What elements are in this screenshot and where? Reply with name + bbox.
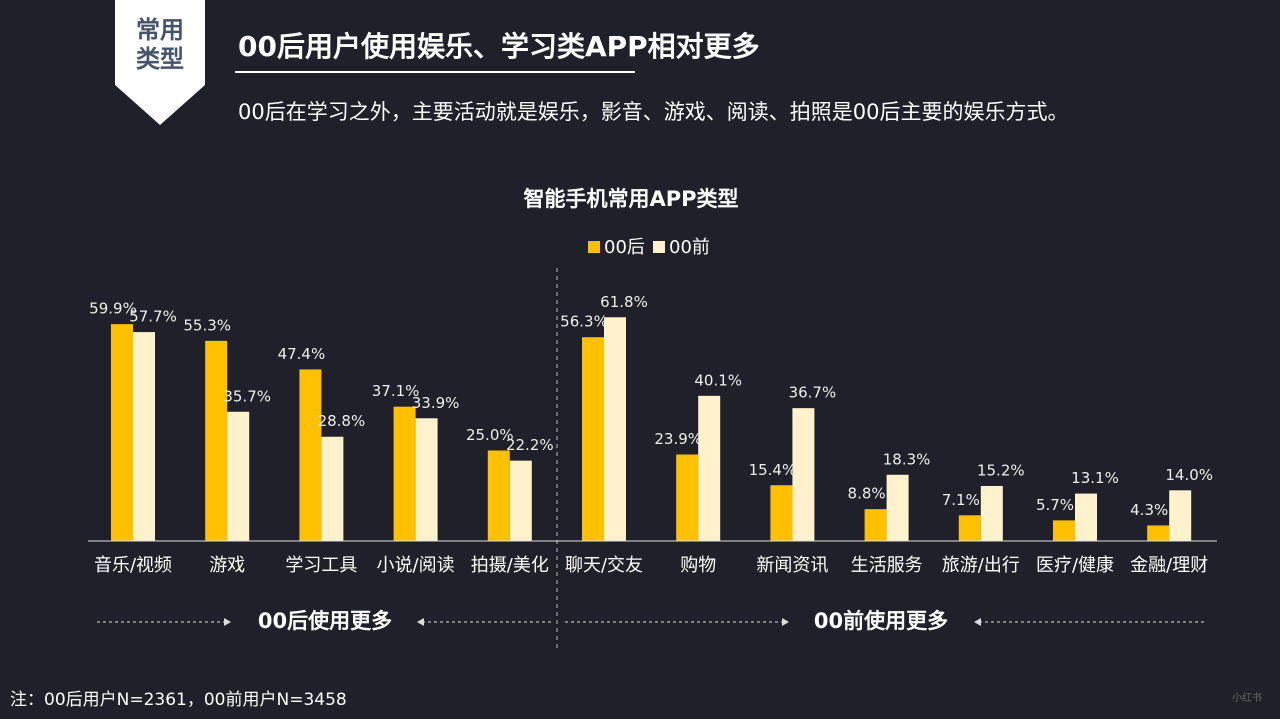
value-label: 57.7% <box>129 308 177 326</box>
bar <box>698 395 721 541</box>
x-tick-label: 音乐/视频 <box>94 555 172 576</box>
chart-title: 智能手机常用APP类型 <box>523 187 738 211</box>
x-tick-label: 旅游/出行 <box>942 555 1020 576</box>
value-label: 40.1% <box>694 371 742 389</box>
value-label: 59.9% <box>89 300 137 318</box>
arrowhead <box>974 618 981 626</box>
bar <box>676 454 699 541</box>
legend-swatch <box>653 241 665 253</box>
bar <box>770 485 793 541</box>
value-label: 37.1% <box>372 382 420 400</box>
value-label: 47.4% <box>278 345 326 363</box>
bar <box>509 460 532 541</box>
x-tick-label: 金融/理财 <box>1130 555 1208 576</box>
x-tick-label: 学习工具 <box>285 555 357 576</box>
x-tick-label: 游戏 <box>209 555 245 576</box>
x-tick-label: 小说/阅读 <box>377 555 455 576</box>
x-tick-label: 聊天/交友 <box>565 555 643 576</box>
value-label: 4.3% <box>1130 501 1168 519</box>
bar <box>958 515 981 541</box>
x-tick-label: 生活服务 <box>851 555 923 576</box>
arrowhead <box>224 618 231 626</box>
bar <box>111 324 133 541</box>
x-tick-label: 新闻资讯 <box>756 555 828 576</box>
bar <box>864 509 887 541</box>
value-label: 23.9% <box>654 430 702 448</box>
badge <box>115 0 205 125</box>
value-label: 55.3% <box>183 316 231 334</box>
badge-text: 类型 <box>136 45 184 73</box>
bar <box>582 337 604 541</box>
x-tick-label: 医疗/健康 <box>1036 555 1114 576</box>
bar <box>604 317 626 541</box>
value-label: 56.3% <box>560 313 608 331</box>
value-label: 5.7% <box>1036 496 1074 514</box>
bar <box>487 450 510 541</box>
legend-swatch <box>588 241 600 253</box>
x-tick-label: 拍摄/美化 <box>471 555 549 576</box>
annotation: 00前使用更多 <box>814 609 948 633</box>
value-label: 36.7% <box>789 384 837 402</box>
value-label: 61.8% <box>600 293 648 311</box>
arrowheads <box>224 618 981 626</box>
legend-label: 00前 <box>669 237 710 258</box>
heading: 00后用户使用娱乐、学习类APP相对更多 <box>238 30 760 63</box>
bar <box>321 436 344 541</box>
bar <box>299 369 322 541</box>
x-tick-label: 购物 <box>680 555 716 576</box>
watermark: 小红书 <box>1232 691 1262 704</box>
bar <box>1075 493 1097 541</box>
value-label: 15.2% <box>977 461 1025 479</box>
bar <box>1147 525 1170 541</box>
bar <box>393 406 416 541</box>
legend-label: 00后 <box>604 237 645 258</box>
value-label: 28.8% <box>318 412 366 430</box>
bar <box>133 332 155 541</box>
arrowhead <box>417 618 424 626</box>
bar <box>980 485 1003 541</box>
value-label: 7.1% <box>942 491 980 509</box>
subtitle: 00后在学习之外，主要活动就是娱乐，影音、游戏、阅读、拍照是00后主要的娱乐方式… <box>238 100 1068 124</box>
bar <box>792 408 815 541</box>
bar <box>205 340 228 541</box>
bar <box>227 411 250 541</box>
value-label: 35.7% <box>223 387 271 405</box>
value-label: 22.2% <box>506 436 554 454</box>
value-label: 14.0% <box>1165 466 1213 484</box>
bar <box>1169 490 1192 541</box>
value-label: 13.1% <box>1071 469 1119 487</box>
badge-text: 常用 <box>136 16 184 44</box>
value-label: 25.0% <box>466 426 514 444</box>
note: 注：00后用户N=2361，00前用户N=3458 <box>10 690 347 710</box>
value-label: 15.4% <box>749 461 797 479</box>
value-label: 8.8% <box>848 485 886 503</box>
arrowhead <box>782 618 789 626</box>
value-label: 18.3% <box>883 450 931 468</box>
bar <box>886 474 909 541</box>
bar <box>1053 520 1075 541</box>
annotation: 00后使用更多 <box>258 609 392 633</box>
bar <box>415 418 438 541</box>
value-label: 33.9% <box>412 394 460 412</box>
